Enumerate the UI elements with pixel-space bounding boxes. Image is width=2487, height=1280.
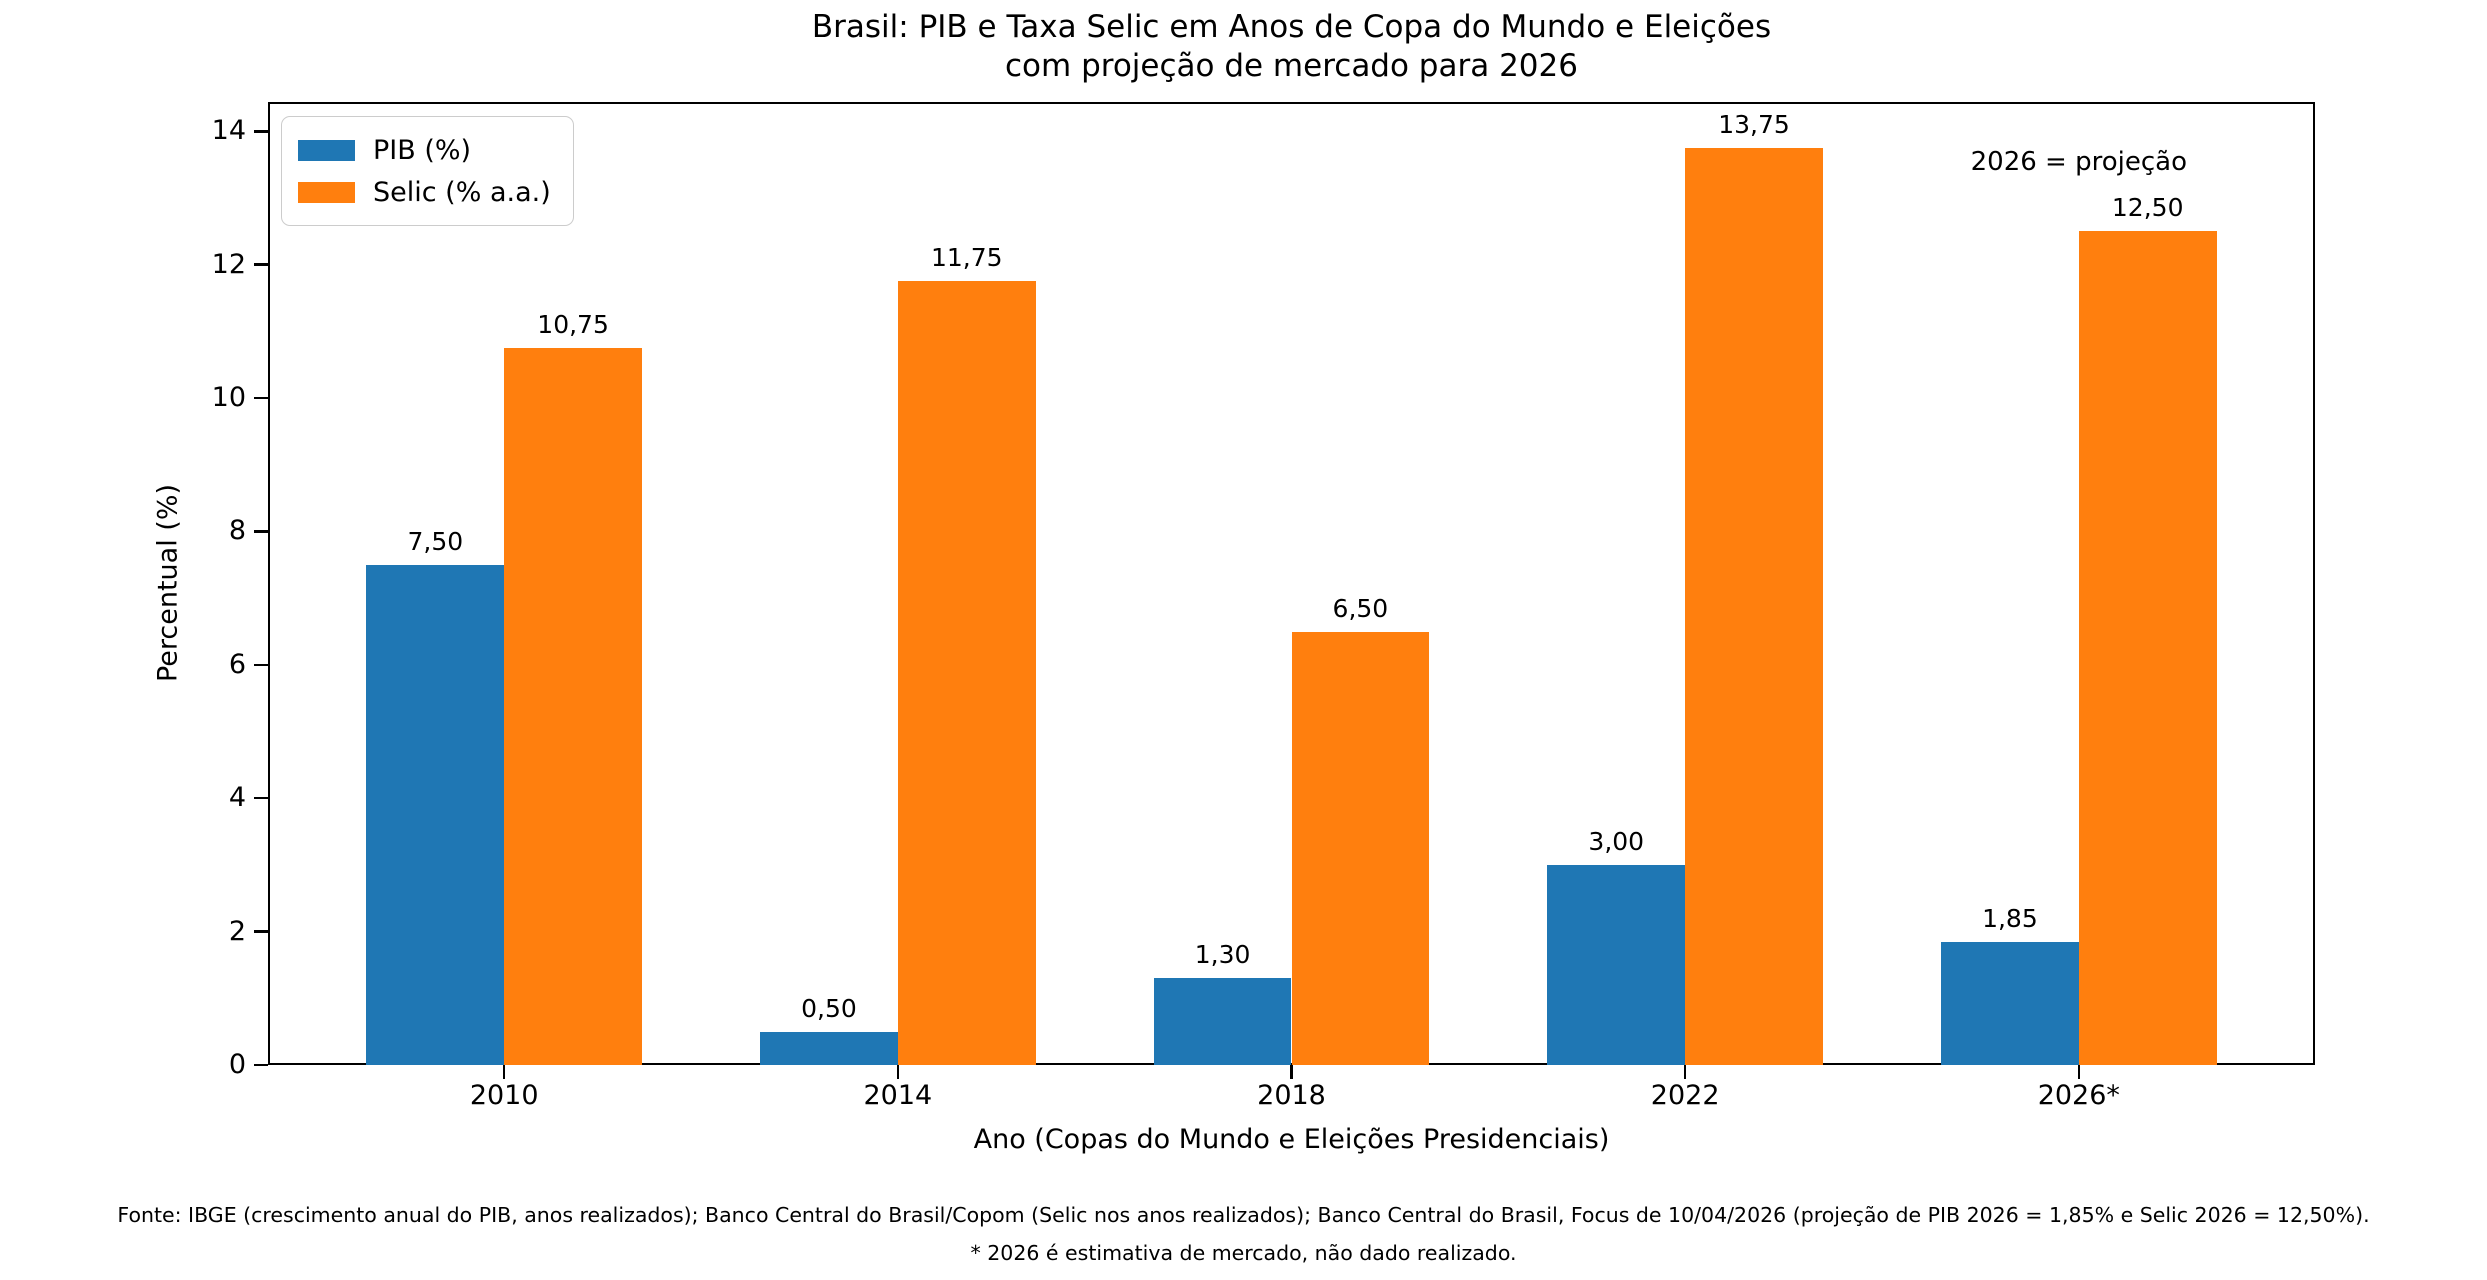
x-tick-label-2018: 2018 (1257, 1080, 1326, 1111)
bar-selic-2014 (897, 281, 1036, 1065)
y-tick-label: 8 (228, 515, 246, 547)
y-tick-label: 4 (228, 782, 246, 814)
y-tick-mark (254, 263, 268, 266)
y-tick-mark (254, 930, 268, 933)
legend-item: PIB (%) (298, 129, 551, 171)
bar-value-label: 13,75 (1718, 110, 1790, 140)
bar-selic-2026 (2078, 231, 2217, 1065)
y-axis-label: Percentual (%) (152, 483, 184, 683)
x-tick-label-2026: 2026* (2037, 1080, 2120, 1111)
source-note-line2: * 2026 é estimativa de mercado, não dado… (970, 1241, 1517, 1265)
y-tick-mark (254, 796, 268, 800)
x-axis-label: Ano (Copas do Mundo e Eleições Presidenc… (973, 1124, 1610, 1155)
bar-pib-2026 (1941, 941, 2079, 1065)
x-tick-mark (1683, 1065, 1687, 1079)
bar-value-label: 12,50 (2111, 193, 2184, 223)
y-tick-mark (254, 130, 268, 133)
x-tick-label-2014: 2014 (863, 1080, 933, 1111)
bar-value-label: 7,50 (407, 526, 464, 556)
legend-item: Selic (% a.a.) (298, 171, 551, 213)
y-tick-mark (254, 663, 268, 667)
bar-value-label: 1,85 (1982, 903, 2038, 933)
bar-pib-2010 (366, 564, 505, 1065)
chart-title-line2: com projeção de mercado para 2026 (1005, 48, 1578, 84)
legend-swatch-icon (298, 139, 355, 161)
legend-label: Selic (% a.a.) (373, 176, 551, 208)
bar-value-label: 0,50 (801, 993, 857, 1023)
y-tick-label: 2 (228, 915, 246, 947)
bar-value-label: 11,75 (930, 243, 1003, 273)
bar-value-label: 3,00 (1588, 826, 1645, 856)
x-tick-mark (1290, 1065, 1293, 1079)
x-tick-mark (896, 1065, 900, 1079)
bar-pib-2018 (1153, 978, 1292, 1065)
y-tick-mark (254, 396, 268, 400)
x-tick-label-2022: 2022 (1650, 1080, 1720, 1111)
y-tick-label: 0 (228, 1049, 246, 1080)
bar-pib-2022 (1547, 864, 1686, 1065)
bar-selic-2018 (1291, 631, 1430, 1065)
legend-swatch-icon (298, 181, 355, 203)
legend: PIB (%) Selic (% a.a.) (281, 116, 574, 226)
bar-selic-2010 (504, 348, 642, 1065)
y-tick-label: 10 (211, 382, 246, 414)
bar-value-label: 1,30 (1194, 940, 1251, 970)
bar-value-label: 6,50 (1332, 593, 1389, 623)
y-tick-mark (254, 530, 268, 533)
source-note-line1: Fonte: IBGE (crescimento anual do PIB, a… (117, 1203, 2370, 1227)
chart-title: Brasil: PIB e Taxa Selic em Anos de Copa… (268, 8, 2315, 86)
projection-annotation: 2026 = projeção (1970, 147, 2187, 177)
y-tick-label: 14 (211, 115, 246, 147)
y-tick-label: 12 (211, 248, 246, 280)
x-tick-mark (502, 1065, 506, 1079)
bar-pib-2014 (760, 1031, 898, 1065)
y-tick-mark (254, 1063, 268, 1067)
x-tick-label-2010: 2010 (469, 1080, 539, 1111)
bar-value-label: 10,75 (537, 310, 609, 340)
legend-label: PIB (%) (373, 134, 472, 166)
y-tick-label: 6 (228, 648, 246, 680)
x-tick-mark (2077, 1065, 2081, 1079)
chart-title-line1: Brasil: PIB e Taxa Selic em Anos de Copa… (811, 9, 1772, 45)
bar-selic-2022 (1685, 148, 1823, 1065)
